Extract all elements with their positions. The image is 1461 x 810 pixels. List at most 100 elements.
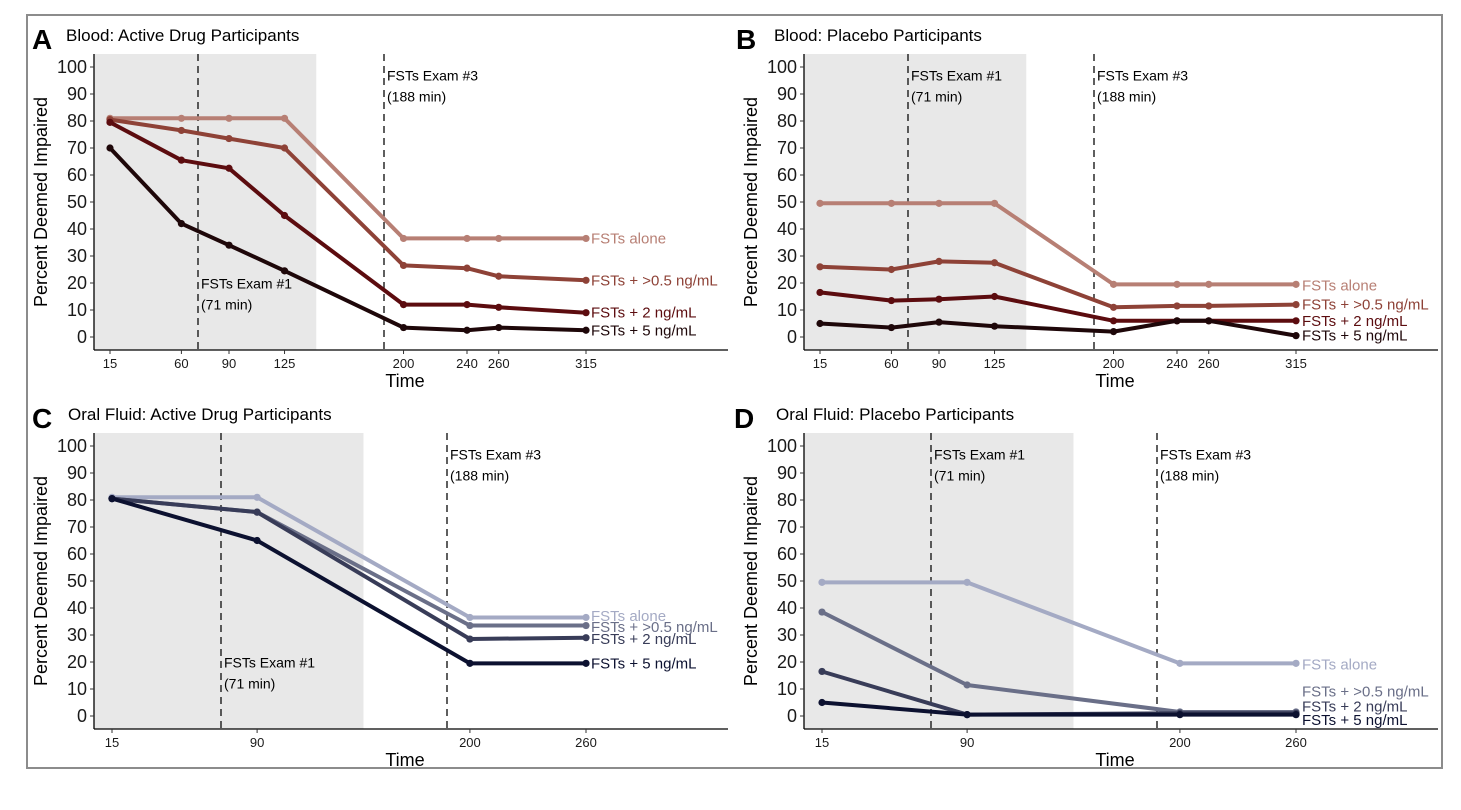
panel-c-series-4-point: [108, 495, 116, 503]
panel-a-series-3-point: [106, 118, 114, 126]
panel-c-y-axis-label: Percent Deemed Impaired: [31, 476, 51, 686]
panel-d-series-label-2: FSTs + >0.5 ng/mL: [1302, 684, 1429, 701]
panel-a-series-1-point: [495, 234, 503, 243]
panel-b-ytick-label: 70: [777, 138, 797, 158]
panel-a-series-label-1: FSTs alone: [591, 230, 666, 247]
panel-a-series-line-3: [108, 120, 588, 315]
panel-b-exam-label-1: FSTs Exam #1: [911, 68, 1002, 84]
panel-c-series-3-point: [582, 634, 590, 642]
panel-a-ytick-label: 80: [67, 111, 87, 131]
panel-a-series-2-point: [582, 276, 590, 284]
panel-a-series-4-point: [399, 323, 408, 332]
panel-b-series-2-point: [935, 257, 943, 265]
panel-b-series-1-point: [887, 199, 896, 207]
panel-a-ytick-label: 0: [77, 327, 87, 347]
panel-a-exam-time-1: (71 min): [201, 296, 252, 312]
panel-b-ytick-label: 50: [777, 192, 797, 212]
panel-d-letter: D: [734, 403, 754, 434]
figure: 0 10 20 30 40 50 60 70 80 90 100 15 60 90 125 200 240 260…: [26, 14, 1443, 769]
panel-b-series-4-point: [990, 322, 999, 330]
panel-c-exam-label-1: FSTs Exam #1: [224, 654, 315, 670]
panel-a-ytick-label: 10: [67, 300, 87, 320]
panel-c-ytick-label: 20: [67, 652, 87, 672]
panel-d-ytick-label: 40: [777, 598, 797, 618]
panel-a-series-line-2: [108, 117, 588, 283]
panel-d-ytick-label: 50: [777, 571, 797, 591]
panel-c-ytick-label: 0: [77, 706, 87, 726]
panel-d-series-line-1: [820, 580, 1298, 666]
panel-a-series-3-point: [463, 301, 471, 309]
panel-c-title: Oral Fluid: Active Drug Participants: [68, 405, 332, 424]
panel-b-ytick-label: 40: [777, 219, 797, 239]
panel-b-xtick-label: 260: [1198, 356, 1220, 371]
panel-b-ytick-label: 100: [767, 57, 797, 77]
panel-b-letter: B: [736, 24, 756, 55]
panel-d-series-2-point: [963, 681, 971, 689]
panel-a-series-2-point: [463, 264, 471, 272]
panel-a-series-label-3: FSTs + 2 ng/mL: [591, 305, 696, 322]
panel-c-shaded-region: [94, 433, 364, 729]
panel-b-xtick-label: 315: [1285, 356, 1307, 371]
panel-b-series-label-3: FSTs + 2 ng/mL: [1302, 313, 1407, 330]
panel-d-series-label-4: FSTs + 5 ng/mL: [1302, 712, 1407, 729]
panel-b-series-2-point: [1292, 301, 1300, 309]
panel-d-series-label-3: FSTs + 2 ng/mL: [1302, 699, 1407, 716]
panel-a-series-1-point: [399, 234, 408, 243]
panel-b-series-3-point: [990, 292, 999, 301]
panel-b-exam-label-2: FSTs Exam #3: [1097, 68, 1188, 84]
panel-a-series-4-point: [177, 220, 185, 228]
panel-b-ytick-label: 30: [777, 246, 797, 266]
panel-d-x-axis-label: Time: [1095, 750, 1134, 767]
panel-c-ytick-label: 40: [67, 598, 87, 618]
panel-b-series-2-point: [1205, 302, 1213, 310]
panel-a-series-3-point: [177, 156, 185, 164]
panel-b-series-4-point: [816, 319, 824, 328]
panel-b-series-2-point: [887, 265, 896, 274]
panel-d-ytick-label: 100: [767, 436, 797, 456]
panel-c-series-label-2: FSTs + >0.5 ng/mL: [591, 619, 718, 636]
panel-b-ytick-label: 20: [777, 273, 797, 293]
panel-c-series-2-point: [466, 621, 474, 630]
panel-a-series-4-point: [582, 326, 590, 334]
panel-b-series-label-2: FSTs + >0.5 ng/mL: [1302, 297, 1429, 314]
panel-b-series-3-point: [1109, 317, 1118, 325]
panel-a-xtick-label: 15: [103, 356, 117, 371]
panel-a-series-label-2: FSTs + >0.5 ng/mL: [591, 272, 718, 289]
panel-b-ytick-label: 90: [777, 84, 797, 104]
panel-c-x-axis-label: Time: [385, 750, 424, 767]
panel-b-series-2-point: [1109, 303, 1118, 311]
panel-d-ytick-label: 30: [777, 625, 797, 645]
panel-b-series-3-point: [1292, 317, 1300, 325]
panel-c-ytick-label: 90: [67, 463, 87, 483]
panel-c-ytick-label: 60: [67, 544, 87, 564]
panel-a-xtick-label: 260: [488, 356, 510, 371]
panel-a-series-4-point: [106, 144, 114, 152]
panel-c-ytick-label: 30: [67, 625, 87, 645]
panel-b-exam-time-2: (188 min): [1097, 89, 1156, 105]
panel-b-series-2-point: [816, 263, 824, 271]
panel-b-series-label-4: FSTs + 5 ng/mL: [1302, 328, 1407, 345]
panel-d-series-line-4: [820, 700, 1298, 717]
panel-b-xtick-label: 200: [1103, 356, 1125, 371]
panel-a-series-4-point: [463, 326, 471, 334]
panel-b-series-3-point: [816, 288, 824, 297]
panel-d-ytick-label: 90: [777, 463, 797, 483]
panel-a-xtick-label: 315: [575, 356, 597, 371]
panel-b-series-line-4: [818, 318, 1298, 338]
panel-b-series-label-1: FSTs alone: [1302, 278, 1377, 295]
panel-b-series-4-point: [935, 318, 943, 326]
panel-c-series-4-point: [582, 659, 590, 667]
panel-a-x-axis-label: Time: [385, 371, 424, 391]
panel-d-xtick-label: 90: [960, 735, 974, 750]
panel-c-exam-time-1: (71 min): [224, 675, 275, 691]
panel-c-series-label-4: FSTs + 5 ng/mL: [591, 655, 696, 672]
panel-c-series-line-1: [110, 495, 588, 620]
panel-a-series-4-point: [225, 241, 233, 249]
panel-a-ytick-label: 90: [67, 84, 87, 104]
panel-b-series-2-point: [1173, 302, 1181, 310]
panel-c-ytick-label: 10: [67, 679, 87, 699]
panel-a-xtick-label: 240: [456, 356, 478, 371]
panel-c-xtick-label: 15: [105, 735, 119, 750]
panel-b-series-2-point: [990, 259, 999, 267]
